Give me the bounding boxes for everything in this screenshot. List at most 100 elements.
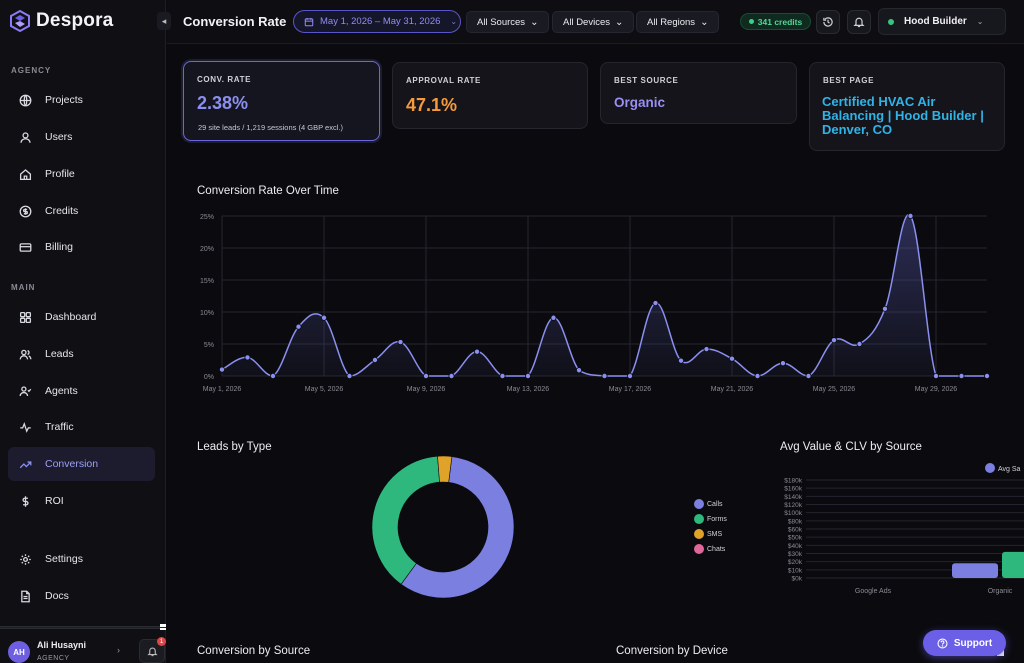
data-point [780,360,787,367]
y-tick-label: $120k [784,502,802,509]
sidebar-item-agents[interactable]: Agents [8,375,155,407]
filter-devices-value: All Devices [563,16,610,28]
donut-slice-forms [371,455,440,585]
chart-title-by-device: Conversion by Device [616,645,728,657]
header-notifications-button[interactable] [847,10,871,34]
sidebar-item-roi[interactable]: ROI [8,485,155,517]
data-point [984,372,991,379]
agents-icon [19,385,32,396]
legend-label: Chats [707,545,726,553]
data-point [499,372,506,379]
y-tick-label: $60k [788,527,803,534]
legend-item-chats[interactable]: Chats [694,544,725,554]
y-tick-label: $100k [784,510,802,517]
stat-value: Certified HVAC Air Balancing | Hood Buil… [822,94,984,137]
chevron-down-icon: ⌄ [615,16,624,28]
filter-regions-value: All Regions [647,16,696,28]
data-point [958,372,965,379]
x-tick-label: May 29, 2026 [915,386,958,393]
chevron-right-icon[interactable]: › [117,645,120,655]
y-tick-label: $10k [788,567,803,574]
users-icon [19,349,32,359]
legend-swatch [985,463,995,473]
user-role: AGENCY [37,655,70,662]
filter-devices[interactable]: All Devices ⌄ [552,11,635,33]
app-name: Despora [36,10,114,31]
chevron-down-icon: ⌄ [450,17,458,26]
history-button[interactable] [816,10,840,34]
data-point [218,366,225,373]
stat-label: BEST PAGE [823,76,875,85]
collapse-sidebar-button[interactable]: ◂ [157,12,171,30]
sidebar-item-label: Projects [45,94,83,106]
sidebar-item-label: Credits [45,205,79,217]
data-point [805,372,812,379]
stat-card-conv-rate[interactable]: CONV. RATE 2.38% 29 site leads / 1,219 s… [183,61,380,141]
trend-up-icon [19,460,32,468]
legend-swatch [694,514,704,524]
globe-icon [19,94,32,106]
filter-sources[interactable]: All Sources ⌄ [466,11,550,33]
workspace-selector[interactable]: Hood Builder ⌄ [878,8,1006,35]
stat-label: CONV. RATE [197,75,252,84]
data-point [729,355,736,362]
section-label-main: MAIN [11,283,36,292]
sidebar-item-label: Dashboard [45,311,97,323]
sidebar-item-profile[interactable]: Profile [8,158,155,190]
activity-icon [20,421,31,433]
date-range-picker[interactable]: May 1, 2026 – May 31, 2026 ⌄ [293,10,461,33]
filter-regions[interactable]: All Regions ⌄ [636,11,720,33]
legend-swatch [694,544,704,554]
sidebar-item-settings[interactable]: Settings [8,543,155,575]
legend-item-sms[interactable]: SMS [694,529,722,539]
chart-title-by-source: Conversion by Source [197,645,311,657]
support-button[interactable]: Support [923,630,1006,656]
legend-swatch [694,529,704,539]
sidebar-item-dashboard[interactable]: Dashboard [8,301,155,333]
user-bar [0,627,166,663]
legend-item-forms[interactable]: Forms [694,514,727,524]
x-tick-label: Google Ads [855,588,892,595]
y-tick-label: 25% [200,214,214,221]
credits-badge[interactable]: 341 credits [740,13,811,30]
legend-item-calls[interactable]: Calls [694,499,723,509]
gear-icon [20,553,31,565]
sidebar-item-billing[interactable]: Billing [8,231,155,263]
y-tick-label: $0k [792,576,803,583]
sidebar-item-credits[interactable]: Credits [8,195,155,227]
filter-sources-value: All Sources [477,16,526,28]
sidebar-item-traffic[interactable]: Traffic [8,411,155,443]
data-point [295,323,302,330]
data-point [550,314,557,321]
card-icon [19,242,32,252]
chevron-down-icon: ⌄ [700,16,709,28]
y-tick-label: $50k [788,535,803,542]
data-point [601,372,608,379]
sidebar-item-label: Traffic [45,421,74,433]
section-label-agency: AGENCY [11,66,52,75]
y-tick-label: $30k [788,551,803,558]
x-tick-label: Organic [988,588,1013,595]
bar-organic-1 [1002,551,1024,578]
sidebar-item-users[interactable]: Users [8,121,155,153]
status-dot-icon [888,18,894,25]
legend-swatch [694,499,704,509]
sidebar-item-conversion[interactable]: Conversion [8,447,155,481]
data-point [703,346,710,353]
y-tick-label: $140k [784,494,802,501]
sidebar-item-projects[interactable]: Projects [8,84,155,116]
stat-card-approval-rate[interactable]: APPROVAL RATE 47.1% [392,62,588,129]
data-point [346,372,353,379]
chevron-down-icon: ⌄ [530,16,539,28]
app-logo[interactable]: Despora [8,9,113,33]
stat-card-best-source[interactable]: BEST SOURCE Organic [600,62,797,124]
stat-card-best-page[interactable]: BEST PAGE Certified HVAC Air Balancing |… [809,62,1005,151]
sidebar-item-leads[interactable]: Leads [8,338,155,370]
stat-value: 47.1% [406,95,458,115]
avatar[interactable]: AH [8,641,30,663]
sidebar-item-docs[interactable]: Docs [8,580,155,612]
bell-icon [146,647,158,656]
help-circle-icon [937,637,948,649]
user-name[interactable]: Ali Husayni [37,640,87,650]
data-point [754,372,761,379]
